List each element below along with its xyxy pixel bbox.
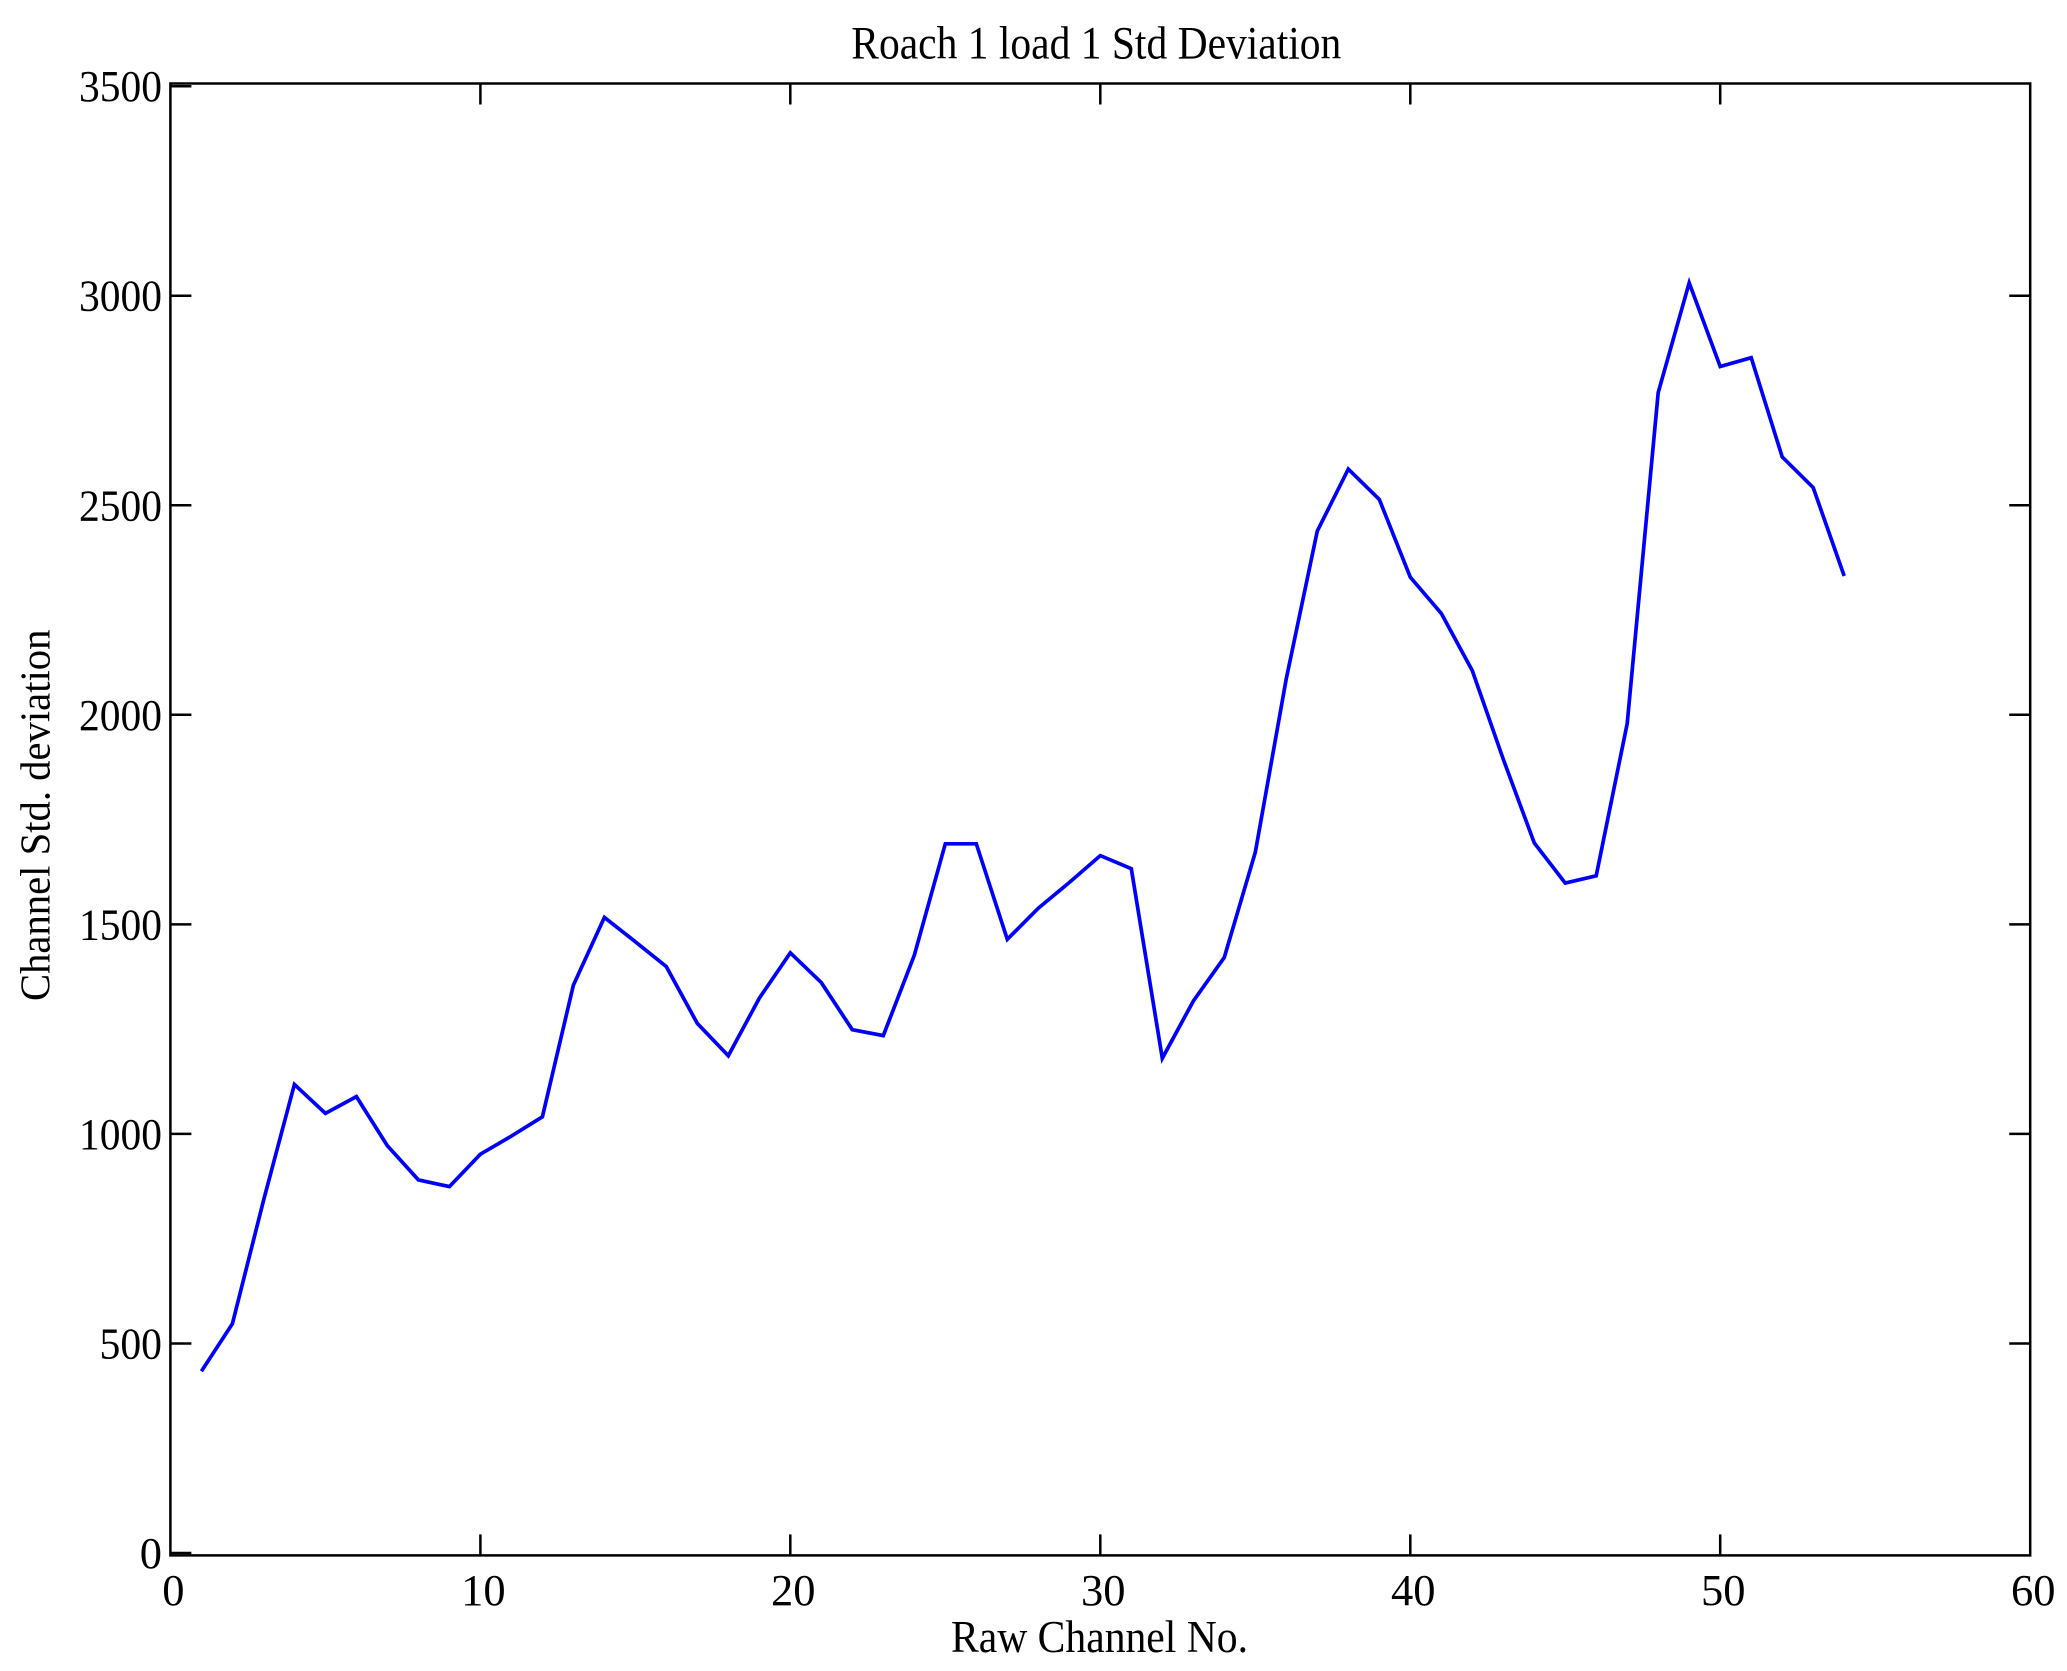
svg-text:3500: 3500 [79, 61, 162, 111]
svg-text:0: 0 [140, 1528, 162, 1578]
svg-text:Roach 1 load 1 Std Deviation: Roach 1 load 1 Std Deviation [851, 17, 1341, 69]
svg-text:2000: 2000 [79, 690, 162, 740]
svg-text:50: 50 [1701, 1565, 1746, 1615]
svg-text:2500: 2500 [79, 480, 162, 530]
svg-text:40: 40 [1391, 1565, 1436, 1615]
svg-text:30: 30 [1081, 1565, 1126, 1615]
svg-text:60: 60 [2011, 1565, 2056, 1615]
svg-text:Raw Channel No.: Raw Channel No. [951, 1612, 1248, 1662]
svg-text:10: 10 [461, 1565, 506, 1615]
svg-text:0: 0 [162, 1565, 184, 1615]
svg-text:500: 500 [100, 1319, 163, 1369]
svg-text:Channel Std. deviation: Channel Std. deviation [14, 630, 60, 1002]
svg-text:20: 20 [771, 1565, 816, 1615]
svg-text:3000: 3000 [79, 271, 162, 321]
svg-text:1500: 1500 [79, 899, 162, 949]
svg-text:1000: 1000 [79, 1109, 162, 1159]
